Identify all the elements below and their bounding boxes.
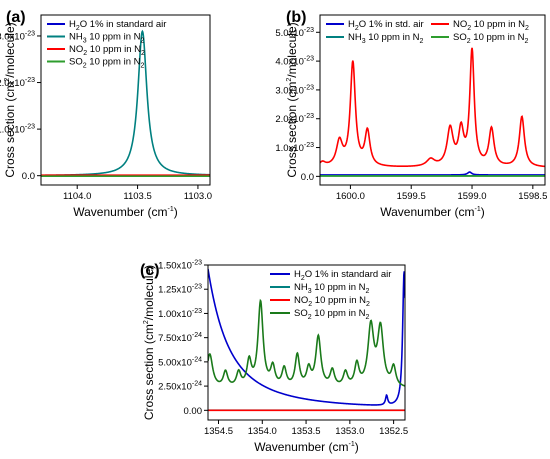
x-tick-label: 1354.5: [204, 426, 233, 437]
x-tick-label: 1599.5: [397, 191, 426, 202]
x-tick-label: 1104.0: [63, 191, 91, 202]
y-tick-label: 5.00x10-24: [158, 356, 202, 368]
panel-label: (b): [286, 9, 306, 26]
x-tick-label: 1600.0: [336, 191, 365, 202]
y-tick-label: 2.0x10-23: [275, 113, 314, 125]
legend-item-label: SO2 10 ppm in N2: [453, 32, 529, 45]
legend-item-label: SO2 10 ppm in N2: [69, 57, 145, 70]
y-tick-label: 0.00: [184, 406, 203, 417]
y-tick-label: 1.0x10-23: [0, 124, 35, 136]
series-group: [41, 29, 210, 177]
x-tick-label: 1353.0: [335, 426, 364, 437]
y-tick-label: 4.0x10-23: [275, 56, 314, 68]
legend-item-label: H2O 1% in std. air: [348, 19, 424, 32]
y-tick-label: 1.00x10-23: [158, 308, 202, 320]
legend-item-label: H2O 1% in standard air: [294, 269, 391, 282]
y-tick-label: 0.0: [22, 171, 35, 182]
y-tick-label: 1.50x10-23: [158, 260, 202, 272]
x-axis-label: Wavenumber (cm-1): [254, 440, 358, 454]
x-tick-label: 1353.5: [292, 426, 321, 437]
series-group: [208, 268, 405, 412]
y-tick-label: 2.50x10-24: [158, 381, 202, 393]
x-axis-label: Wavenumber (cm-1): [73, 205, 177, 219]
y-tick-label: 0.0: [301, 172, 314, 183]
y-axis-label: Cross section (cm2/molecule): [3, 22, 17, 177]
legend-item-label: NO2 10 ppm in N2: [294, 295, 370, 308]
panel-label: (c): [140, 262, 160, 279]
y-tick-label: 1.0x10-23: [275, 142, 314, 154]
series-line-3: [208, 298, 405, 387]
series-line-2: [320, 47, 545, 168]
series-line-0: [208, 268, 405, 406]
series-group: [320, 47, 545, 177]
legend-item-label: H2O 1% in standard air: [69, 19, 166, 32]
y-tick-label: 1.25x10-23: [158, 284, 202, 296]
legend-item-label: NH3 10 ppm in N2: [294, 282, 370, 295]
legend-item-label: NH3 10 ppm in N2: [348, 32, 424, 45]
y-tick-label: 3.0x10-23: [0, 30, 35, 42]
legend-item-label: NH3 10 ppm in N2: [69, 32, 145, 45]
x-tick-label: 1103.0: [184, 191, 212, 202]
x-tick-label: 1103.5: [123, 191, 151, 202]
y-axis-label: Cross section (cm2/molecule): [285, 22, 299, 177]
x-tick-label: 1599.0: [457, 191, 486, 202]
legend-item-label: SO2 10 ppm in N2: [294, 308, 370, 321]
plot-frame: [319, 14, 546, 186]
series-line-0: [320, 171, 545, 176]
panel-label: (a): [6, 9, 26, 26]
plot-frame: [40, 14, 211, 186]
y-tick-label: 2.0x10-23: [0, 77, 35, 89]
x-tick-label: 1354.0: [248, 426, 277, 437]
y-tick-label: 3.0x10-23: [275, 84, 314, 96]
legend-item-label: NO2 10 ppm in N2: [69, 44, 145, 57]
y-axis-label: Cross section (cm2/molecule): [142, 265, 156, 420]
x-axis-label: Wavenumber (cm-1): [380, 205, 484, 219]
chart-panel-c: (c) 1354.5 1354.0 1353.5 1353.0 1352.5 0.00 2.5…: [140, 260, 408, 455]
x-tick-label: 1598.5: [518, 191, 547, 202]
y-tick-label: 7.50x10-24: [158, 332, 202, 344]
chart-panel-a: (a) 1104.0 1103.5 1103.0 0.0 1.0x10-23 2.0x10-…: [0, 9, 212, 219]
legend-item-label: NO2 10 ppm in N2: [453, 19, 529, 32]
y-tick-label: 5.0x10-23: [275, 27, 314, 39]
chart-panel-b: (b) 1600.0 1599.5 1599.0 1598.5 0.0 1.0x10-23 2…: [275, 9, 547, 219]
x-tick-label: 1352.5: [379, 426, 408, 437]
